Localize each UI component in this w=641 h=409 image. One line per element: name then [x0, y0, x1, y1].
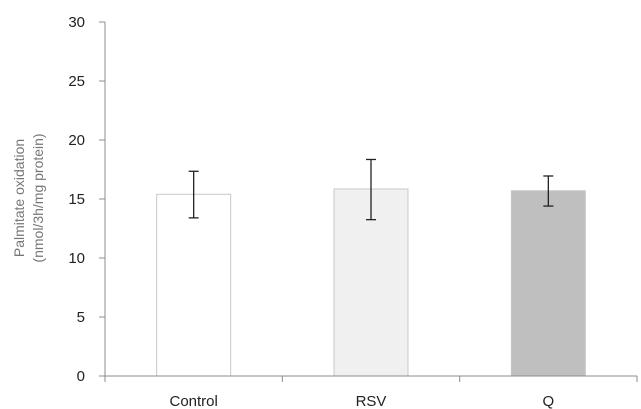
y-tick-label-5: 5 [77, 309, 85, 326]
error-bars [188, 158, 554, 221]
y-axis-title-line-1: Palmitate oxidation [11, 139, 27, 257]
y-axis-title: Palmitate oxidation (nmol/3h/mg protein) [11, 133, 46, 262]
bar-q [510, 190, 586, 377]
y-tick-label-20: 20 [68, 132, 85, 149]
y-tick-label-0: 0 [77, 368, 85, 385]
y-tick-label-30: 30 [68, 14, 85, 31]
y-tick-label-10: 10 [68, 250, 85, 267]
y-tick-label-15: 15 [68, 191, 85, 208]
y-axis-title-line-2: (nmol/3h/mg protein) [30, 133, 46, 262]
y-tick-label-25: 25 [68, 73, 85, 90]
error-bar-rsv [366, 158, 376, 221]
bar-control [156, 193, 232, 377]
x-tick-label-control: Control [169, 393, 217, 409]
x-tick-label-rsv: RSV [356, 393, 387, 409]
axes [99, 21, 638, 382]
error-bar-control [188, 170, 199, 219]
x-tick-label-q: Q [542, 393, 554, 409]
error-bar-q [543, 175, 554, 207]
tick-labels: Control RSV Q 0 5 10 15 20 25 30 [68, 14, 554, 409]
